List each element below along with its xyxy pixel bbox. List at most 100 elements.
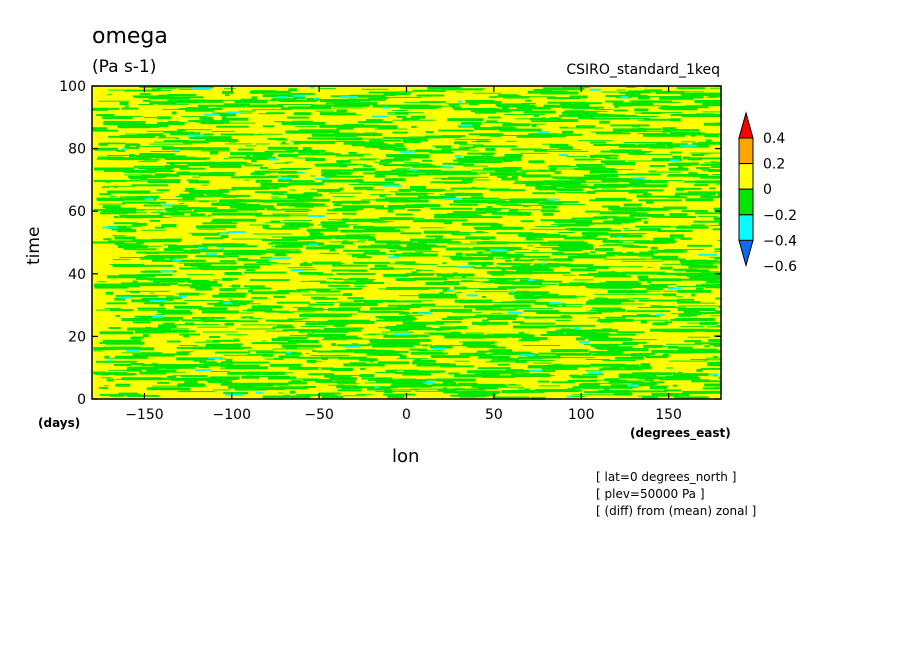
field-cell — [381, 331, 409, 333]
field-cell — [117, 199, 153, 201]
field-cell — [389, 250, 397, 253]
field-cell — [333, 171, 352, 175]
field-cell — [598, 266, 642, 268]
field-cell — [593, 293, 636, 295]
field-cell — [220, 382, 240, 386]
field-cell — [634, 108, 649, 112]
field-cell — [458, 108, 464, 111]
field-cell — [248, 350, 275, 352]
field-cell — [210, 376, 240, 380]
field-cell — [132, 248, 157, 251]
colorbar-over — [738, 111, 754, 139]
field-cell — [540, 334, 581, 336]
field-cell — [590, 251, 596, 254]
field-cell — [457, 393, 497, 397]
field-cell — [309, 229, 340, 231]
field-cell — [384, 197, 421, 200]
field-cell — [495, 386, 524, 388]
field-cell — [668, 167, 689, 171]
field-cell — [176, 357, 204, 361]
field-cell — [528, 160, 545, 164]
field-cell — [446, 247, 470, 251]
field-cell — [364, 382, 394, 384]
field-cell — [309, 374, 328, 376]
field-cell — [188, 86, 198, 88]
field-cell — [615, 356, 644, 360]
field-cell — [377, 126, 398, 129]
field-cell — [346, 253, 380, 255]
field-cell — [713, 387, 721, 390]
field-cell — [474, 110, 496, 114]
field-cell — [578, 116, 595, 120]
field-cell — [329, 248, 336, 252]
field-cell — [410, 351, 443, 355]
colorbar-box — [738, 188, 754, 216]
field-cell — [458, 382, 478, 385]
field-cell — [309, 232, 324, 236]
field-cell — [306, 288, 348, 290]
field-cell — [337, 383, 360, 385]
field-cell — [519, 389, 545, 393]
field-cell — [425, 282, 460, 285]
field-cell — [463, 165, 488, 167]
field-cell — [602, 360, 636, 361]
field-cell — [573, 113, 608, 116]
field-cell — [96, 360, 137, 363]
chart-title: omega — [92, 24, 168, 49]
field-cell — [394, 373, 407, 374]
field-cell — [287, 174, 299, 178]
field-cell — [153, 280, 185, 283]
field-cell — [627, 160, 669, 162]
field-cell — [454, 138, 491, 140]
field-cell — [319, 252, 337, 254]
field-cell — [688, 172, 698, 176]
field-cell — [685, 264, 714, 266]
field-cell — [101, 115, 143, 117]
field-cell — [379, 341, 420, 345]
field-cell — [211, 212, 234, 216]
field-cell — [412, 165, 444, 168]
field-cell — [561, 303, 567, 307]
field-cell — [685, 269, 709, 273]
field-cell — [361, 88, 389, 90]
field-cell — [558, 283, 580, 287]
field-cell — [251, 387, 286, 391]
field-cell — [324, 175, 363, 178]
field-cell — [547, 101, 586, 104]
field-cell — [137, 133, 152, 136]
field-cell — [704, 345, 710, 348]
field-cell — [471, 336, 481, 339]
field-cell — [615, 117, 651, 119]
field-cell — [266, 209, 280, 211]
field-cell — [356, 133, 383, 137]
field-cell — [104, 355, 110, 359]
field-cell — [342, 375, 360, 377]
field-cell — [150, 151, 180, 152]
field-cell — [718, 222, 721, 225]
field-cell — [670, 132, 706, 136]
field-cell — [468, 261, 494, 265]
field-cell — [567, 379, 598, 382]
field-cell — [601, 328, 613, 331]
field-cell — [559, 97, 575, 100]
field-cell — [392, 338, 431, 342]
field-cell — [336, 335, 358, 338]
field-cell — [101, 211, 107, 212]
field-cell — [552, 253, 589, 256]
field-cell — [385, 370, 397, 372]
field-cell — [471, 267, 513, 269]
field-cell — [714, 310, 721, 313]
field-cell — [99, 393, 142, 396]
y-axis-units: (days) — [38, 416, 81, 430]
field-cell — [459, 352, 479, 355]
field-cell — [517, 388, 525, 390]
field-cell — [151, 362, 157, 364]
field-cell — [410, 115, 426, 119]
field-cell — [675, 192, 716, 196]
field-cell — [141, 297, 174, 301]
field-cell — [503, 156, 518, 157]
field-cell — [274, 121, 285, 123]
field-cell — [241, 375, 260, 379]
field-cell — [184, 380, 198, 384]
field-cell — [540, 210, 560, 213]
